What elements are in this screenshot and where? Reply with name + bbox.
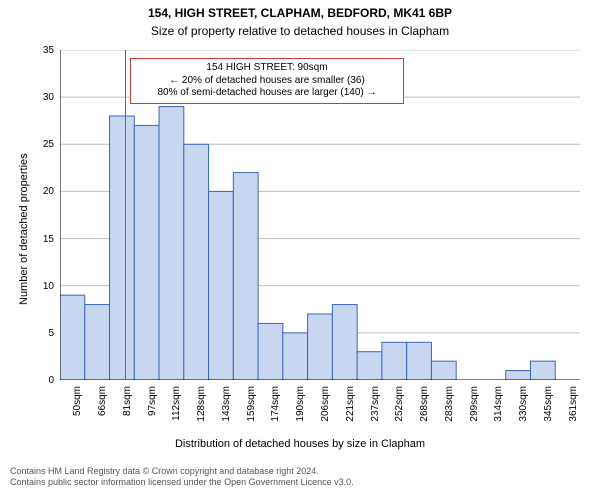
y-tick-label: 20 [30,186,54,197]
x-tick-label: 81sqm [122,386,133,436]
histogram-bar [431,361,456,380]
x-tick-label: 345sqm [543,386,554,436]
x-tick-label: 128sqm [196,386,207,436]
x-tick-label: 221sqm [345,386,356,436]
histogram-bar [233,173,258,380]
histogram-bar [530,361,555,380]
x-tick-label: 283sqm [444,386,455,436]
x-tick-label: 330sqm [518,386,529,436]
histogram-bar [407,342,432,380]
histogram-bar [159,107,184,380]
chart-title-line1: 154, HIGH STREET, CLAPHAM, BEDFORD, MK41… [0,6,600,20]
x-tick-label: 143sqm [221,386,232,436]
info-box-line-2: ← 20% of detached houses are smaller (36… [137,75,397,88]
info-box: 154 HIGH STREET: 90sqm ← 20% of detached… [130,58,404,104]
histogram-bar [382,342,407,380]
x-tick-label: 66sqm [97,386,108,436]
info-box-line-3: 80% of semi-detached houses are larger (… [137,87,397,100]
histogram-bar [134,125,159,380]
y-tick-label: 5 [30,328,54,339]
x-axis-label: Distribution of detached houses by size … [0,438,600,450]
x-tick-label: 252sqm [394,386,405,436]
histogram-bar [60,295,85,380]
y-tick-label: 30 [30,92,54,103]
y-tick-label: 0 [30,375,54,386]
y-tick-label: 15 [30,234,54,245]
footer-line-2: Contains public sector information licen… [10,477,590,488]
histogram-bar [209,191,234,380]
histogram-bar [332,305,357,380]
x-tick-label: 361sqm [568,386,579,436]
footer-attribution: Contains HM Land Registry data © Crown c… [10,466,590,489]
footer-line-1: Contains HM Land Registry data © Crown c… [10,466,590,477]
y-tick-label: 35 [30,45,54,56]
histogram-bar [308,314,333,380]
histogram-bar [506,371,531,380]
histogram-bar [357,352,382,380]
x-tick-label: 206sqm [320,386,331,436]
histogram-bar [283,333,308,380]
histogram-bar [184,144,209,380]
x-tick-label: 237sqm [370,386,381,436]
histogram-bar [110,116,135,380]
x-tick-label: 50sqm [72,386,83,436]
x-tick-label: 299sqm [469,386,480,436]
chart-container: 154, HIGH STREET, CLAPHAM, BEDFORD, MK41… [0,0,600,500]
x-tick-label: 190sqm [295,386,306,436]
x-tick-label: 314sqm [493,386,504,436]
x-tick-label: 112sqm [171,386,182,436]
reference-marker-line [125,50,126,380]
y-tick-label: 25 [30,139,54,150]
x-tick-label: 174sqm [270,386,281,436]
y-tick-label: 10 [30,281,54,292]
histogram-bar [258,323,283,380]
y-axis-label: Number of detached properties [18,153,30,305]
x-tick-label: 97sqm [147,386,158,436]
info-box-line-1: 154 HIGH STREET: 90sqm [137,62,397,75]
chart-title-line2: Size of property relative to detached ho… [0,24,600,38]
x-tick-label: 159sqm [246,386,257,436]
x-tick-label: 268sqm [419,386,430,436]
histogram-bar [85,305,110,380]
